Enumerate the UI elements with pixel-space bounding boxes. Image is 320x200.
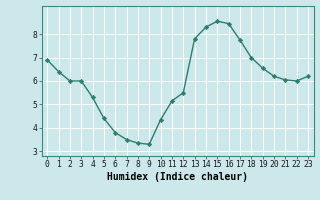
X-axis label: Humidex (Indice chaleur): Humidex (Indice chaleur) [107,172,248,182]
